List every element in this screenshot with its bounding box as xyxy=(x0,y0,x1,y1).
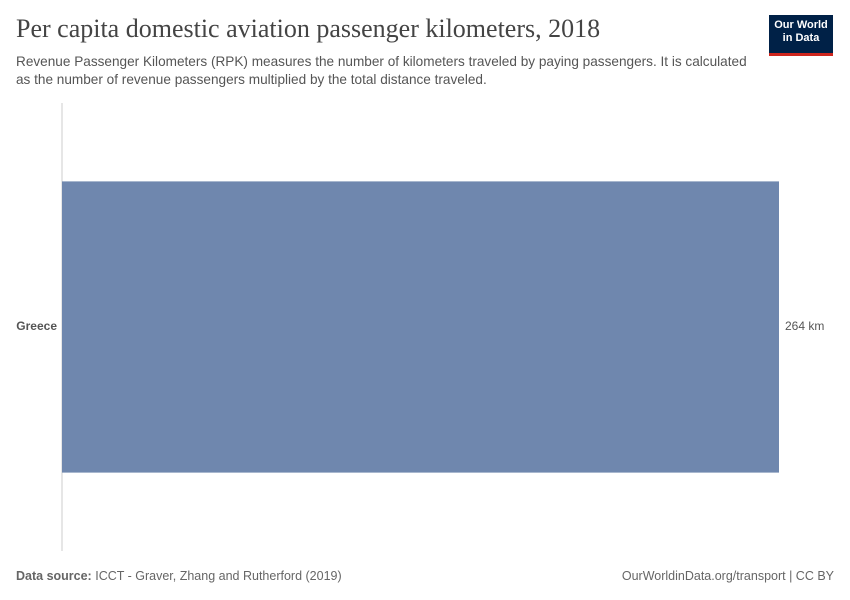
logo-text: Our World in Data xyxy=(774,19,828,44)
source-text: ICCT - Graver, Zhang and Rutherford (201… xyxy=(95,569,342,583)
source-label: Data source: xyxy=(16,569,92,583)
chart-subtitle: Revenue Passenger Kilometers (RPK) measu… xyxy=(16,54,747,87)
source: Data source: ICCT - Graver, Zhang and Ru… xyxy=(16,569,342,583)
value-label: 264 km xyxy=(785,319,824,333)
category-label: Greece xyxy=(16,319,57,333)
bar xyxy=(62,181,779,473)
footer-link[interactable]: OurWorldinData.org/transport | CC BY xyxy=(621,569,834,583)
chart-title: Per capita domestic aviation passenger k… xyxy=(16,14,601,43)
logo[interactable]: Our World in Data xyxy=(769,15,833,56)
